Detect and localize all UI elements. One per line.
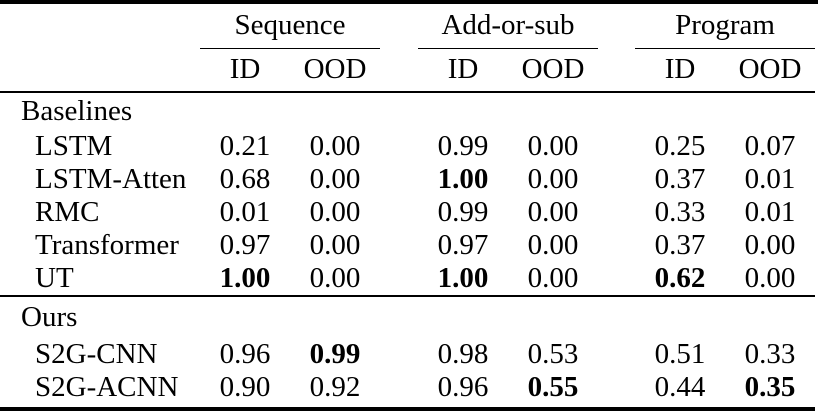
method-column-blank-header (0, 4, 200, 48)
column-gap (380, 48, 418, 93)
cell-sequence-id: 0.96 (219, 338, 271, 370)
column-gap (598, 48, 635, 93)
cell-sequence-id: 0.68 (219, 163, 271, 195)
cell-sequence-id: 0.90 (219, 371, 271, 403)
cell-program-ood: 0.35 (744, 371, 796, 403)
column-gap (380, 130, 418, 163)
cell-add-or-sub-id: 0.99 (437, 196, 489, 228)
cell-program-id: 0.62 (635, 262, 725, 297)
method-name: UT (0, 262, 200, 297)
cell-add-or-sub-id: 0.96 (437, 371, 489, 403)
cell-add-or-sub-ood: 0.00 (527, 229, 579, 261)
cell-sequence-ood: 0.00 (309, 130, 361, 162)
section-header-ours: Ours (0, 296, 815, 338)
cell-add-or-sub-id: 1.00 (437, 163, 489, 195)
section-label: Baselines (21, 95, 133, 127)
table-row-lstm-atten: LSTM-Atten 0.68 0.00 1.00 0.00 0.37 0.01 (0, 163, 815, 196)
method-name: LSTM (35, 130, 113, 162)
subheader-program-id: ID (635, 48, 725, 93)
cell-add-or-sub-ood: 0.00 (527, 163, 579, 195)
cell-program-ood: 0.33 (744, 338, 796, 370)
cell-program-ood: 0.01 (744, 163, 796, 195)
column-gap (598, 371, 635, 404)
column-gap (598, 130, 635, 163)
column-gap (380, 163, 418, 196)
cell-add-or-sub-ood: 0.00 (508, 262, 598, 297)
table-body: Baselines LSTM 0.21 0.00 0.99 0.00 0.25 … (0, 92, 815, 411)
cell-program-id: 0.37 (654, 163, 706, 195)
cell-sequence-ood: 0.99 (309, 338, 361, 370)
table-row-s2g-acnn: S2G-ACNN 0.90 0.92 0.96 0.55 0.44 0.35 (0, 371, 815, 404)
method-name: S2G-CNN (35, 338, 158, 370)
cell-program-id: 0.25 (654, 130, 706, 162)
column-group-sequence: Sequence (200, 4, 380, 49)
cell-program-ood: 0.01 (744, 196, 796, 228)
bottom-rule-spacer (0, 404, 815, 411)
table-row-lstm: LSTM 0.21 0.00 0.99 0.00 0.25 0.07 (0, 130, 815, 163)
table-header: Sequence Add-or-sub Program ID OOD ID OO… (0, 4, 815, 93)
cell-add-or-sub-id: 0.99 (437, 130, 489, 162)
cell-sequence-id: 1.00 (200, 262, 290, 297)
subheader-program-ood: OOD (725, 48, 815, 93)
table-row-transformer: Transformer 0.97 0.00 0.97 0.00 0.37 0.0… (0, 229, 815, 262)
cell-add-or-sub-id: 1.00 (418, 262, 508, 297)
cell-add-or-sub-ood: 0.00 (527, 196, 579, 228)
column-gap (380, 262, 418, 297)
cell-program-id: 0.51 (654, 338, 706, 370)
column-gap (380, 338, 418, 371)
method-name: RMC (35, 196, 100, 228)
column-group-header-row: Sequence Add-or-sub Program (0, 4, 815, 49)
cell-sequence-id: 0.01 (219, 196, 271, 228)
method-name: LSTM-Atten (35, 163, 187, 195)
cell-sequence-id: 0.97 (219, 229, 271, 261)
cell-program-id: 0.44 (654, 371, 706, 403)
method-name: S2G-ACNN (35, 371, 179, 403)
column-gap (380, 371, 418, 404)
cell-program-ood: 0.00 (725, 262, 815, 297)
section-header-baselines: Baselines (0, 92, 815, 130)
table-row-rmc: RMC 0.01 0.00 0.99 0.00 0.33 0.01 (0, 196, 815, 229)
method-name: Transformer (35, 229, 179, 261)
cell-add-or-sub-ood: 0.53 (527, 338, 579, 370)
column-gap (598, 338, 635, 371)
cell-add-or-sub-ood: 0.00 (527, 130, 579, 162)
table-row-ut: UT 1.00 0.00 1.00 0.00 0.62 0.00 (0, 262, 815, 297)
section-label: Ours (21, 301, 78, 333)
subheader-add-or-sub-ood: OOD (508, 48, 598, 93)
column-gap (598, 196, 635, 229)
bottom-rule (0, 404, 815, 411)
column-gap (598, 262, 635, 297)
column-gap (380, 196, 418, 229)
cell-sequence-ood: 0.00 (290, 262, 380, 297)
cell-add-or-sub-id: 0.97 (437, 229, 489, 261)
method-column-blank-subheader (0, 48, 200, 93)
table-row-s2g-cnn: S2G-CNN 0.96 0.99 0.98 0.53 0.51 0.33 (0, 338, 815, 371)
cell-program-id: 0.33 (654, 196, 706, 228)
cell-program-ood: 0.07 (744, 130, 796, 162)
column-group-add-or-sub: Add-or-sub (418, 4, 598, 49)
column-group-program: Program (635, 4, 815, 49)
subheader-sequence-ood: OOD (290, 48, 380, 93)
column-gap (598, 163, 635, 196)
cell-sequence-ood: 0.00 (309, 229, 361, 261)
subheader-row: ID OOD ID OOD ID OOD (0, 48, 815, 93)
cell-sequence-ood: 0.00 (309, 163, 361, 195)
cell-add-or-sub-id: 0.98 (437, 338, 489, 370)
cell-program-id: 0.37 (654, 229, 706, 261)
column-gap (380, 4, 418, 48)
column-gap (598, 4, 635, 48)
cell-sequence-ood: 0.92 (309, 371, 361, 403)
subheader-sequence-id: ID (200, 48, 290, 93)
cell-sequence-ood: 0.00 (309, 196, 361, 228)
column-gap (380, 229, 418, 262)
cell-sequence-id: 0.21 (219, 130, 271, 162)
subheader-add-or-sub-id: ID (418, 48, 508, 93)
cell-add-or-sub-ood: 0.55 (527, 371, 579, 403)
column-gap (598, 229, 635, 262)
cell-program-ood: 0.00 (744, 229, 796, 261)
results-table: Sequence Add-or-sub Program ID OOD ID OO… (0, 4, 815, 411)
